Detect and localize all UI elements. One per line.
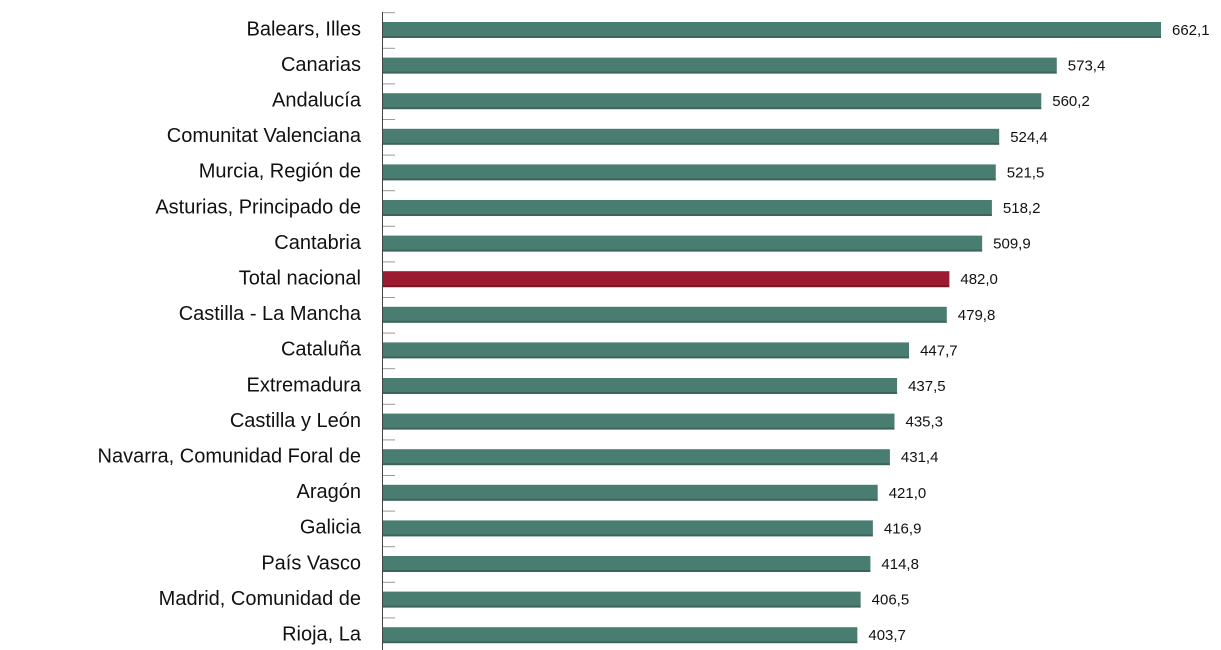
bar	[383, 378, 898, 394]
category-label: Cataluña	[281, 339, 362, 361]
bar	[383, 128, 1000, 145]
value-label: 403,7	[868, 627, 906, 644]
bar	[383, 484, 878, 501]
value-label: 560,2	[1052, 93, 1090, 110]
bar	[383, 520, 873, 537]
value-label: 431,4	[901, 449, 939, 466]
bar	[383, 164, 996, 181]
category-label: Castilla - La Mancha	[179, 303, 362, 325]
bar	[383, 271, 950, 288]
value-label: 416,9	[884, 520, 922, 537]
bar-shadow	[383, 142, 1000, 145]
bar	[383, 200, 992, 216]
value-label: 421,0	[889, 485, 927, 502]
bar	[383, 449, 890, 466]
value-label: 518,2	[1003, 200, 1041, 217]
value-label: 437,5	[908, 378, 946, 395]
bar-shadow	[383, 392, 898, 394]
bar-shadow	[383, 605, 861, 608]
bar	[383, 57, 1057, 74]
bar	[383, 306, 947, 323]
bar-shadow	[383, 214, 992, 216]
value-label: 482,0	[960, 271, 998, 288]
value-label: 406,5	[872, 592, 910, 609]
category-label: País Vasco	[261, 552, 361, 574]
category-label: Comunitat Valenciana	[167, 125, 362, 147]
bar	[383, 591, 861, 608]
category-label: Balears, Illes	[247, 18, 362, 40]
value-label: 573,4	[1068, 58, 1106, 75]
category-label: Madrid, Comunidad de	[159, 588, 361, 610]
bar-shadow	[383, 534, 873, 537]
bar	[383, 627, 858, 644]
category-label: Castilla y León	[230, 410, 361, 432]
category-label: Rioja, La	[282, 623, 362, 645]
value-label: 435,3	[905, 414, 943, 431]
bar	[383, 235, 983, 252]
bar	[383, 342, 910, 359]
bar-shadow	[383, 107, 1042, 110]
bar	[383, 22, 1161, 38]
category-label: Andalucía	[272, 89, 362, 111]
bar-shadow	[383, 498, 878, 501]
bar-shadow	[383, 641, 858, 644]
bar-shadow	[383, 463, 890, 466]
value-label: 509,9	[993, 236, 1031, 253]
category-label: Cantabria	[274, 232, 362, 254]
category-label: Canarias	[281, 54, 361, 76]
value-label: 447,7	[920, 342, 958, 359]
value-label: 662,1	[1172, 22, 1210, 39]
bar-shadow	[383, 178, 996, 181]
category-label: Murcia, Región de	[199, 161, 361, 183]
category-label: Total nacional	[239, 267, 361, 289]
bar-shadow	[383, 320, 947, 323]
value-label: 414,8	[881, 556, 919, 573]
category-label: Aragón	[297, 481, 362, 503]
category-label: Galicia	[300, 517, 362, 539]
bar	[383, 93, 1042, 110]
bar-shadow	[383, 285, 950, 288]
bar-shadow	[383, 427, 895, 430]
bar-shadow	[383, 249, 983, 252]
bar-shadow	[383, 71, 1057, 74]
bar-shadow	[383, 36, 1161, 38]
category-label: Navarra, Comunidad Foral de	[98, 445, 361, 467]
category-label: Extremadura	[247, 374, 362, 396]
value-label: 524,4	[1010, 129, 1048, 146]
value-label: 479,8	[958, 307, 996, 324]
value-label: 521,5	[1007, 164, 1045, 181]
bar-shadow	[383, 570, 871, 572]
bar	[383, 413, 895, 430]
category-label: Asturias, Principado de	[155, 196, 361, 218]
bar-shadow	[383, 356, 910, 359]
bar	[383, 556, 871, 572]
